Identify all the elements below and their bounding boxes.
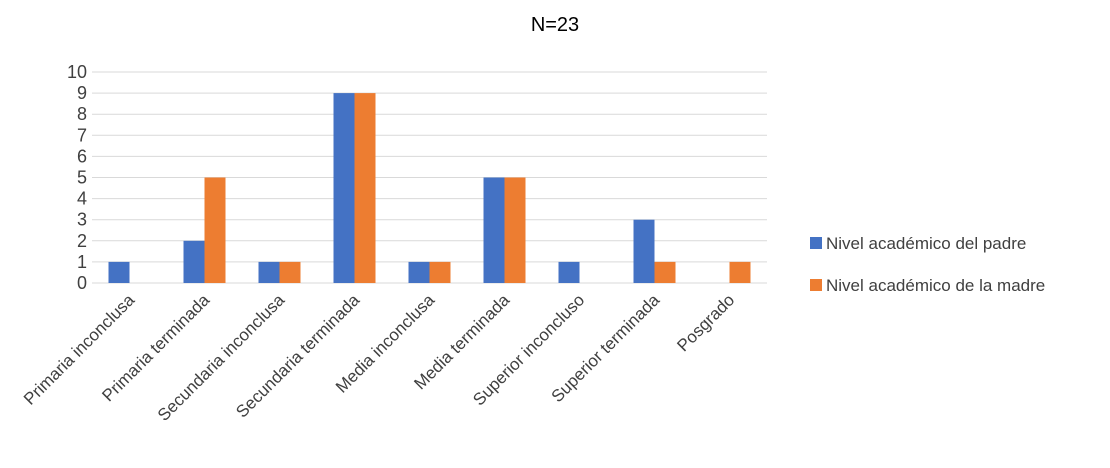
bars xyxy=(108,93,751,283)
bar-padre xyxy=(558,261,580,283)
bar-madre xyxy=(654,261,676,283)
chart-title: N=23 xyxy=(531,14,579,36)
bar-padre xyxy=(108,261,130,283)
x-tick-label: Secundaria terminada xyxy=(232,290,363,421)
y-tick-label: 5 xyxy=(77,168,87,188)
bar-madre xyxy=(429,261,451,283)
y-tick-label: 3 xyxy=(77,210,87,230)
bar-padre xyxy=(183,240,205,283)
y-tick-label: 10 xyxy=(67,62,87,82)
bar-madre xyxy=(729,261,751,283)
y-tick-label: 7 xyxy=(77,125,87,145)
legend-swatch xyxy=(810,279,822,291)
bar-madre xyxy=(204,177,226,283)
legend-swatch xyxy=(810,237,822,249)
bar-padre xyxy=(408,261,430,283)
bar-madre xyxy=(504,177,526,283)
bar-madre xyxy=(354,93,376,283)
x-tick-label: Secundaria inconclusa xyxy=(154,290,289,425)
legend-label: Nivel académico del padre xyxy=(826,234,1026,253)
legend-label: Nivel académico de la madre xyxy=(826,276,1045,295)
bar-padre xyxy=(258,261,280,283)
y-tick-label: 2 xyxy=(77,231,87,251)
bar-padre xyxy=(483,177,505,283)
bar-madre xyxy=(279,261,301,283)
bar-padre xyxy=(333,93,355,283)
x-tick-label: Posgrado xyxy=(673,290,738,355)
y-tick-label: 4 xyxy=(77,189,87,209)
bar-padre xyxy=(633,219,655,283)
y-tick-label: 6 xyxy=(77,146,87,166)
y-tick-label: 0 xyxy=(77,273,87,293)
y-tick-label: 1 xyxy=(77,252,87,272)
y-tick-label: 9 xyxy=(77,83,87,103)
legend: Nivel académico del padre Nivel académico… xyxy=(810,234,1045,295)
y-tick-label: 8 xyxy=(77,104,87,124)
